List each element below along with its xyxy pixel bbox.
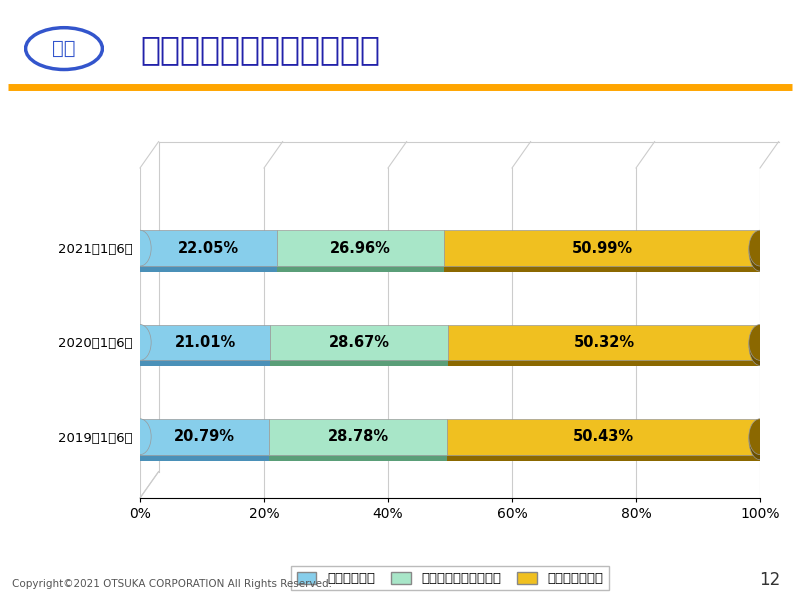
Text: 12: 12 [758, 571, 780, 589]
Text: 22.05%: 22.05% [178, 241, 239, 256]
Text: 21.01%: 21.01% [174, 335, 236, 350]
Ellipse shape [749, 420, 771, 460]
Ellipse shape [749, 325, 771, 361]
Legend: １０億円未満, １０～１００億円未満, １００億円以上: １０億円未満, １０～１００億円未満, １００億円以上 [291, 566, 609, 590]
Text: 50.99%: 50.99% [571, 241, 633, 256]
Text: 顧客企業の年商別売上構成: 顧客企業の年商別売上構成 [140, 32, 380, 65]
Ellipse shape [129, 419, 151, 455]
Polygon shape [277, 266, 444, 272]
Text: Copyright©2021 OTSUKA CORPORATION All Rights Reserved.: Copyright©2021 OTSUKA CORPORATION All Ri… [12, 579, 332, 589]
Bar [270, 325, 448, 361]
Text: 26.96%: 26.96% [330, 241, 390, 256]
Polygon shape [269, 455, 447, 461]
Polygon shape [447, 455, 760, 461]
Bar [269, 419, 447, 455]
Ellipse shape [749, 230, 771, 266]
Bar [140, 419, 269, 455]
Ellipse shape [129, 230, 151, 266]
Polygon shape [270, 361, 448, 367]
Bar [140, 325, 270, 361]
Text: 単体: 単体 [52, 39, 76, 58]
Ellipse shape [129, 325, 151, 361]
Text: 28.67%: 28.67% [329, 335, 390, 350]
Ellipse shape [749, 326, 771, 365]
Ellipse shape [749, 231, 771, 271]
Polygon shape [140, 266, 277, 272]
Bar [447, 419, 760, 455]
Bar [448, 325, 760, 361]
Text: 28.78%: 28.78% [327, 429, 389, 444]
Bar [277, 230, 444, 266]
Text: 50.32%: 50.32% [574, 335, 634, 350]
Ellipse shape [26, 28, 102, 70]
Bar [140, 230, 277, 266]
Ellipse shape [749, 419, 771, 455]
Polygon shape [448, 361, 760, 367]
Text: 20.79%: 20.79% [174, 429, 235, 444]
Polygon shape [140, 361, 270, 367]
Polygon shape [140, 455, 269, 461]
Bar [444, 230, 760, 266]
Text: 50.43%: 50.43% [573, 429, 634, 444]
Polygon shape [444, 266, 760, 272]
